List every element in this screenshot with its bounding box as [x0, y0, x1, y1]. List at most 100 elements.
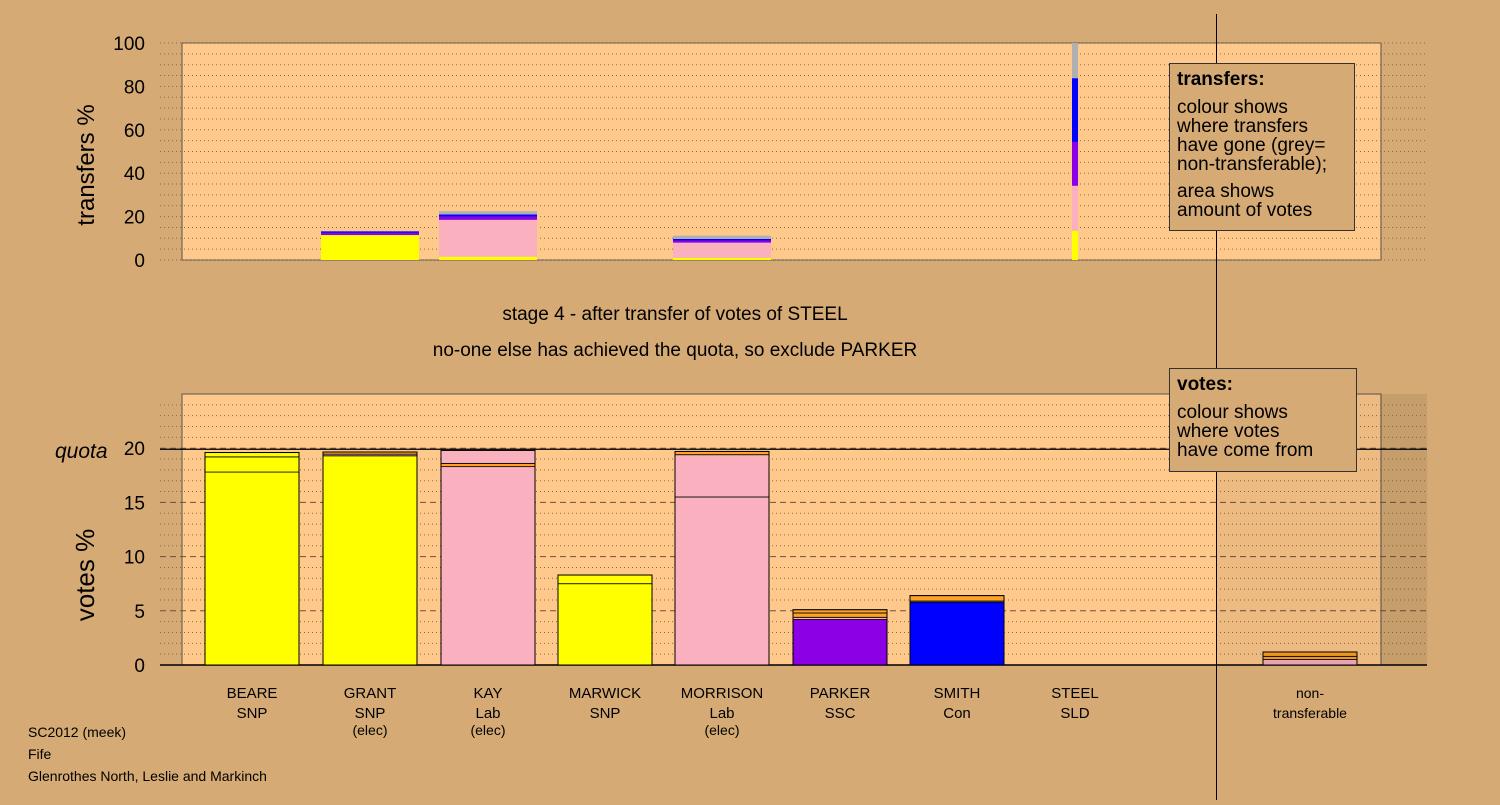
transfers-y-ticks: 0 20 40 60 80 100 [113, 34, 145, 272]
transfers-breakdown-segment [1072, 78, 1078, 142]
transfers-received-segment [439, 256, 537, 260]
transfers-legend-line: have gone (grey= [1177, 135, 1326, 156]
candidate-status: (elec) [704, 722, 739, 738]
transfers-legend-line: where transfers [1177, 116, 1308, 137]
transfers-legend-line: non-transferable); [1177, 154, 1327, 175]
votes-tick-label: 20 [124, 439, 145, 460]
votes-bar-segment [792, 619, 888, 666]
votes-bar-segment [440, 466, 536, 666]
votes-bar-outline [792, 609, 888, 666]
votes-bar-segment [909, 601, 1005, 666]
candidate-name: PARKER [810, 685, 871, 702]
votes-bar-outline [322, 451, 418, 666]
transfers-legend-title: transfers: [1177, 69, 1265, 90]
candidate-party: SLD [1060, 705, 1089, 722]
votes-tick-label: 15 [124, 493, 145, 514]
candidate-name: BEARE [227, 685, 278, 702]
decision-message: no-one else has achieved the quota, so e… [433, 340, 917, 361]
quota-label: quota [55, 440, 108, 463]
votes-bar-outline [909, 595, 1005, 666]
candidate-party: Lab [475, 705, 500, 722]
votes-bar-segment [440, 449, 536, 464]
votes-bar-segment [440, 462, 536, 468]
transfers-tick-label: 60 [124, 121, 145, 142]
candidate-party: Con [943, 705, 971, 722]
votes-bar-segment [674, 454, 770, 498]
council-name: Fife [28, 746, 52, 762]
votes-y-axis-label: votes % [70, 529, 100, 622]
votes-bars [204, 449, 1358, 666]
transfers-bars [321, 43, 1078, 260]
transfers-breakdown-segment [1072, 230, 1078, 260]
votes-legend-title: votes: [1177, 374, 1233, 395]
transfers-tick-label: 40 [124, 164, 145, 185]
candidate-labels: BEARESNPGRANTSNP(elec)KAYLab(elec)MARWIC… [227, 685, 1348, 738]
transfers-y-axis-label: transfers % [73, 104, 100, 225]
votes-bar-segment [204, 456, 300, 473]
candidate-party: SNP [237, 705, 268, 722]
candidate-status: (elec) [352, 722, 387, 738]
candidate-party: SNP [590, 705, 621, 722]
transfers-received-segment [673, 238, 771, 241]
transfers-received-segment [673, 242, 771, 258]
candidate-name: STEEL [1051, 685, 1099, 702]
nontransferable-label: transferable [1273, 705, 1347, 721]
candidate-name: SMITH [934, 685, 981, 702]
votes-legend-line: have come from [1177, 440, 1314, 461]
votes-bar-outline [557, 574, 653, 666]
votes-tick-label: 5 [134, 602, 145, 623]
transfers-received-segment [439, 219, 537, 257]
transfers-tick-label: 20 [124, 208, 145, 229]
votes-bar-outline [204, 452, 300, 666]
transfers-legend-line: colour shows [1177, 97, 1288, 118]
transfers-tick-label: 0 [134, 251, 145, 272]
stage-message: stage 4 - after transfer of votes of STE… [502, 304, 847, 325]
votes-bar-segment [557, 574, 653, 585]
transfers-received-segment [439, 216, 537, 220]
transfers-received-segment [439, 211, 537, 215]
votes-bar-outline [674, 450, 770, 666]
candidate-party: SSC [825, 705, 856, 722]
votes-bar-outline [1262, 651, 1358, 666]
candidate-party: Lab [709, 705, 734, 722]
votes-bar-segment [909, 595, 1005, 602]
transfers-received-segment [439, 214, 537, 217]
candidate-name: MARWICK [569, 685, 641, 702]
votes-bar-segment [674, 496, 770, 666]
transfers-received-segment [673, 235, 771, 239]
transfers-received-segment [321, 235, 419, 260]
votes-bar-segment [792, 612, 888, 618]
transfers-legend-line: area shows [1177, 181, 1275, 202]
ward-name: Glenrothes North, Leslie and Markinch [28, 768, 267, 784]
votes-bar-segment [322, 455, 418, 666]
candidate-name: KAY [474, 685, 503, 702]
nontransferable-label: non- [1296, 685, 1324, 701]
transfers-breakdown-segment [1072, 141, 1078, 186]
transfers-legend: transfers: colour shows where transfers … [1169, 63, 1355, 231]
votes-tick-label: 10 [124, 548, 145, 569]
votes-bar-segment [204, 452, 300, 458]
votes-y-ticks: 0 5 10 15 20 [124, 439, 145, 677]
candidate-party: SNP [355, 705, 386, 722]
transfers-breakdown-segment [1072, 43, 1078, 79]
transfers-received-segment [321, 231, 419, 233]
transfers-received-segment [673, 257, 771, 260]
transfers-tick-label: 100 [113, 34, 145, 55]
transfers-received-segment [321, 232, 419, 236]
votes-legend: votes: colour shows where votes have com… [1169, 368, 1357, 472]
votes-bar-outline [440, 449, 536, 666]
votes-legend-line: where votes [1177, 421, 1280, 442]
candidate-name: MORRISON [681, 685, 764, 702]
candidate-name: GRANT [344, 685, 397, 702]
candidate-status: (elec) [470, 722, 505, 738]
transfers-tick-label: 80 [124, 77, 145, 98]
votes-legend-line: colour shows [1177, 402, 1288, 423]
votes-bar-segment [204, 471, 300, 666]
election-name: SC2012 (meek) [28, 724, 127, 740]
votes-bar-segment [557, 583, 653, 666]
transfers-received-segment [673, 240, 771, 243]
transfers-breakdown-segment [1072, 185, 1078, 231]
transfers-legend-line: amount of votes [1177, 200, 1313, 221]
